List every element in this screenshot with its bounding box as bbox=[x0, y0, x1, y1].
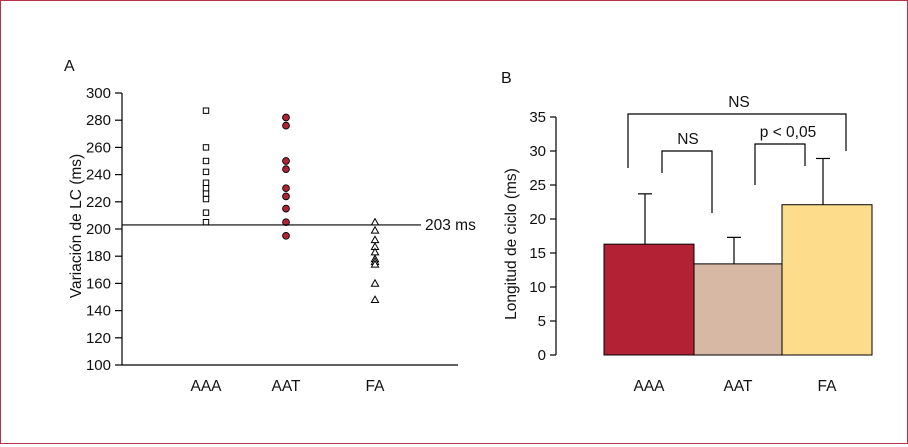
aaa-data-point bbox=[202, 157, 210, 165]
fa-data-point bbox=[370, 235, 380, 244]
bar-aaa bbox=[603, 243, 695, 356]
aaa-data-point bbox=[202, 190, 210, 197]
panel-b-y-tick-label: 5 bbox=[538, 313, 546, 330]
aat-data-point bbox=[282, 121, 290, 130]
significance-label: NS bbox=[677, 131, 699, 148]
reference-line-label: 203 ms bbox=[425, 217, 476, 234]
panel-a-category-label: AAA bbox=[190, 378, 222, 395]
aaa-data-point bbox=[202, 209, 210, 216]
panel-a-y-tick-label: 120 bbox=[86, 330, 111, 347]
significance-bracket bbox=[754, 143, 806, 185]
aat-data-point bbox=[282, 231, 290, 240]
aat-data-point bbox=[282, 113, 290, 122]
panel-a-category-label: AAT bbox=[272, 378, 302, 395]
aaa-data-point bbox=[202, 219, 210, 226]
panel-b-y-axis-title: Longitud de ciclo (ms) bbox=[503, 168, 520, 320]
fa-data-point bbox=[370, 278, 380, 287]
panel-a-y-tick-label: 260 bbox=[86, 139, 111, 156]
panel-a: A Variación de LC (ms) 100 120 140 160 180 20… bbox=[64, 58, 476, 395]
panel-a-y-tick-label: 100 bbox=[86, 357, 111, 374]
panel-a-y-tick-label: 280 bbox=[86, 112, 111, 129]
aaa-data-point bbox=[202, 168, 210, 176]
aat-data-point bbox=[282, 192, 290, 201]
panel-b-y-tick-label: 15 bbox=[529, 245, 546, 262]
aaa-data-point bbox=[202, 195, 210, 203]
panel-b-y-tick-label: 20 bbox=[529, 211, 546, 228]
panel-a-y-tick-label: 240 bbox=[86, 167, 111, 184]
aaa-data-point bbox=[202, 144, 210, 151]
panel-a-y-tick-label: 220 bbox=[86, 194, 111, 211]
fa-data-point bbox=[370, 259, 380, 268]
aaa-data-point bbox=[202, 185, 210, 192]
fa-data-point bbox=[370, 217, 380, 226]
panel-b-category-label: AAA bbox=[633, 378, 665, 395]
panel-b-y-tick-label: 0 bbox=[538, 347, 546, 364]
significance-bracket bbox=[661, 150, 713, 213]
panel-a-y-axis-title: Variación de LC (ms) bbox=[68, 154, 85, 298]
aat-data-point bbox=[282, 165, 290, 174]
aat-data-point bbox=[282, 157, 290, 165]
panel-b-y-tick-label: 10 bbox=[529, 279, 546, 296]
aaa-data-point bbox=[202, 107, 210, 114]
panel-a-y-tick-label: 200 bbox=[86, 221, 111, 238]
panel-a-y-tick-label: 180 bbox=[86, 248, 111, 265]
panel-a-y-tick-label: 140 bbox=[86, 303, 111, 320]
panel-b-category-label: AAT bbox=[724, 378, 754, 395]
bar-aat bbox=[693, 263, 783, 356]
panel-b-y-tick-label: 35 bbox=[529, 109, 546, 126]
aat-data-point bbox=[282, 204, 290, 213]
panel-a-y-tick-label: 300 bbox=[86, 85, 111, 102]
aat-data-point bbox=[282, 184, 290, 193]
panel-b-category-label: FA bbox=[818, 378, 838, 395]
fa-data-point bbox=[370, 225, 380, 234]
significance-label: p < 0,05 bbox=[760, 124, 816, 141]
panel-b-letter: B bbox=[501, 70, 512, 87]
panel-a-category-label: FA bbox=[366, 378, 386, 395]
aaa-data-point bbox=[202, 179, 210, 186]
panel-b-y-tick-label: 30 bbox=[529, 143, 546, 160]
fa-data-point bbox=[370, 295, 380, 304]
significance-label: NS bbox=[728, 94, 750, 111]
panel-a-letter: A bbox=[64, 58, 75, 75]
bar-fa bbox=[781, 204, 873, 356]
significance-bracket bbox=[627, 113, 847, 168]
panel-b-y-tick-label: 25 bbox=[529, 177, 546, 194]
panel-a-y-tick-label: 160 bbox=[86, 275, 111, 292]
aat-data-point bbox=[282, 218, 290, 227]
panel-b: B Longitud de ciclo (ms) 05101520253035 … bbox=[501, 70, 873, 395]
